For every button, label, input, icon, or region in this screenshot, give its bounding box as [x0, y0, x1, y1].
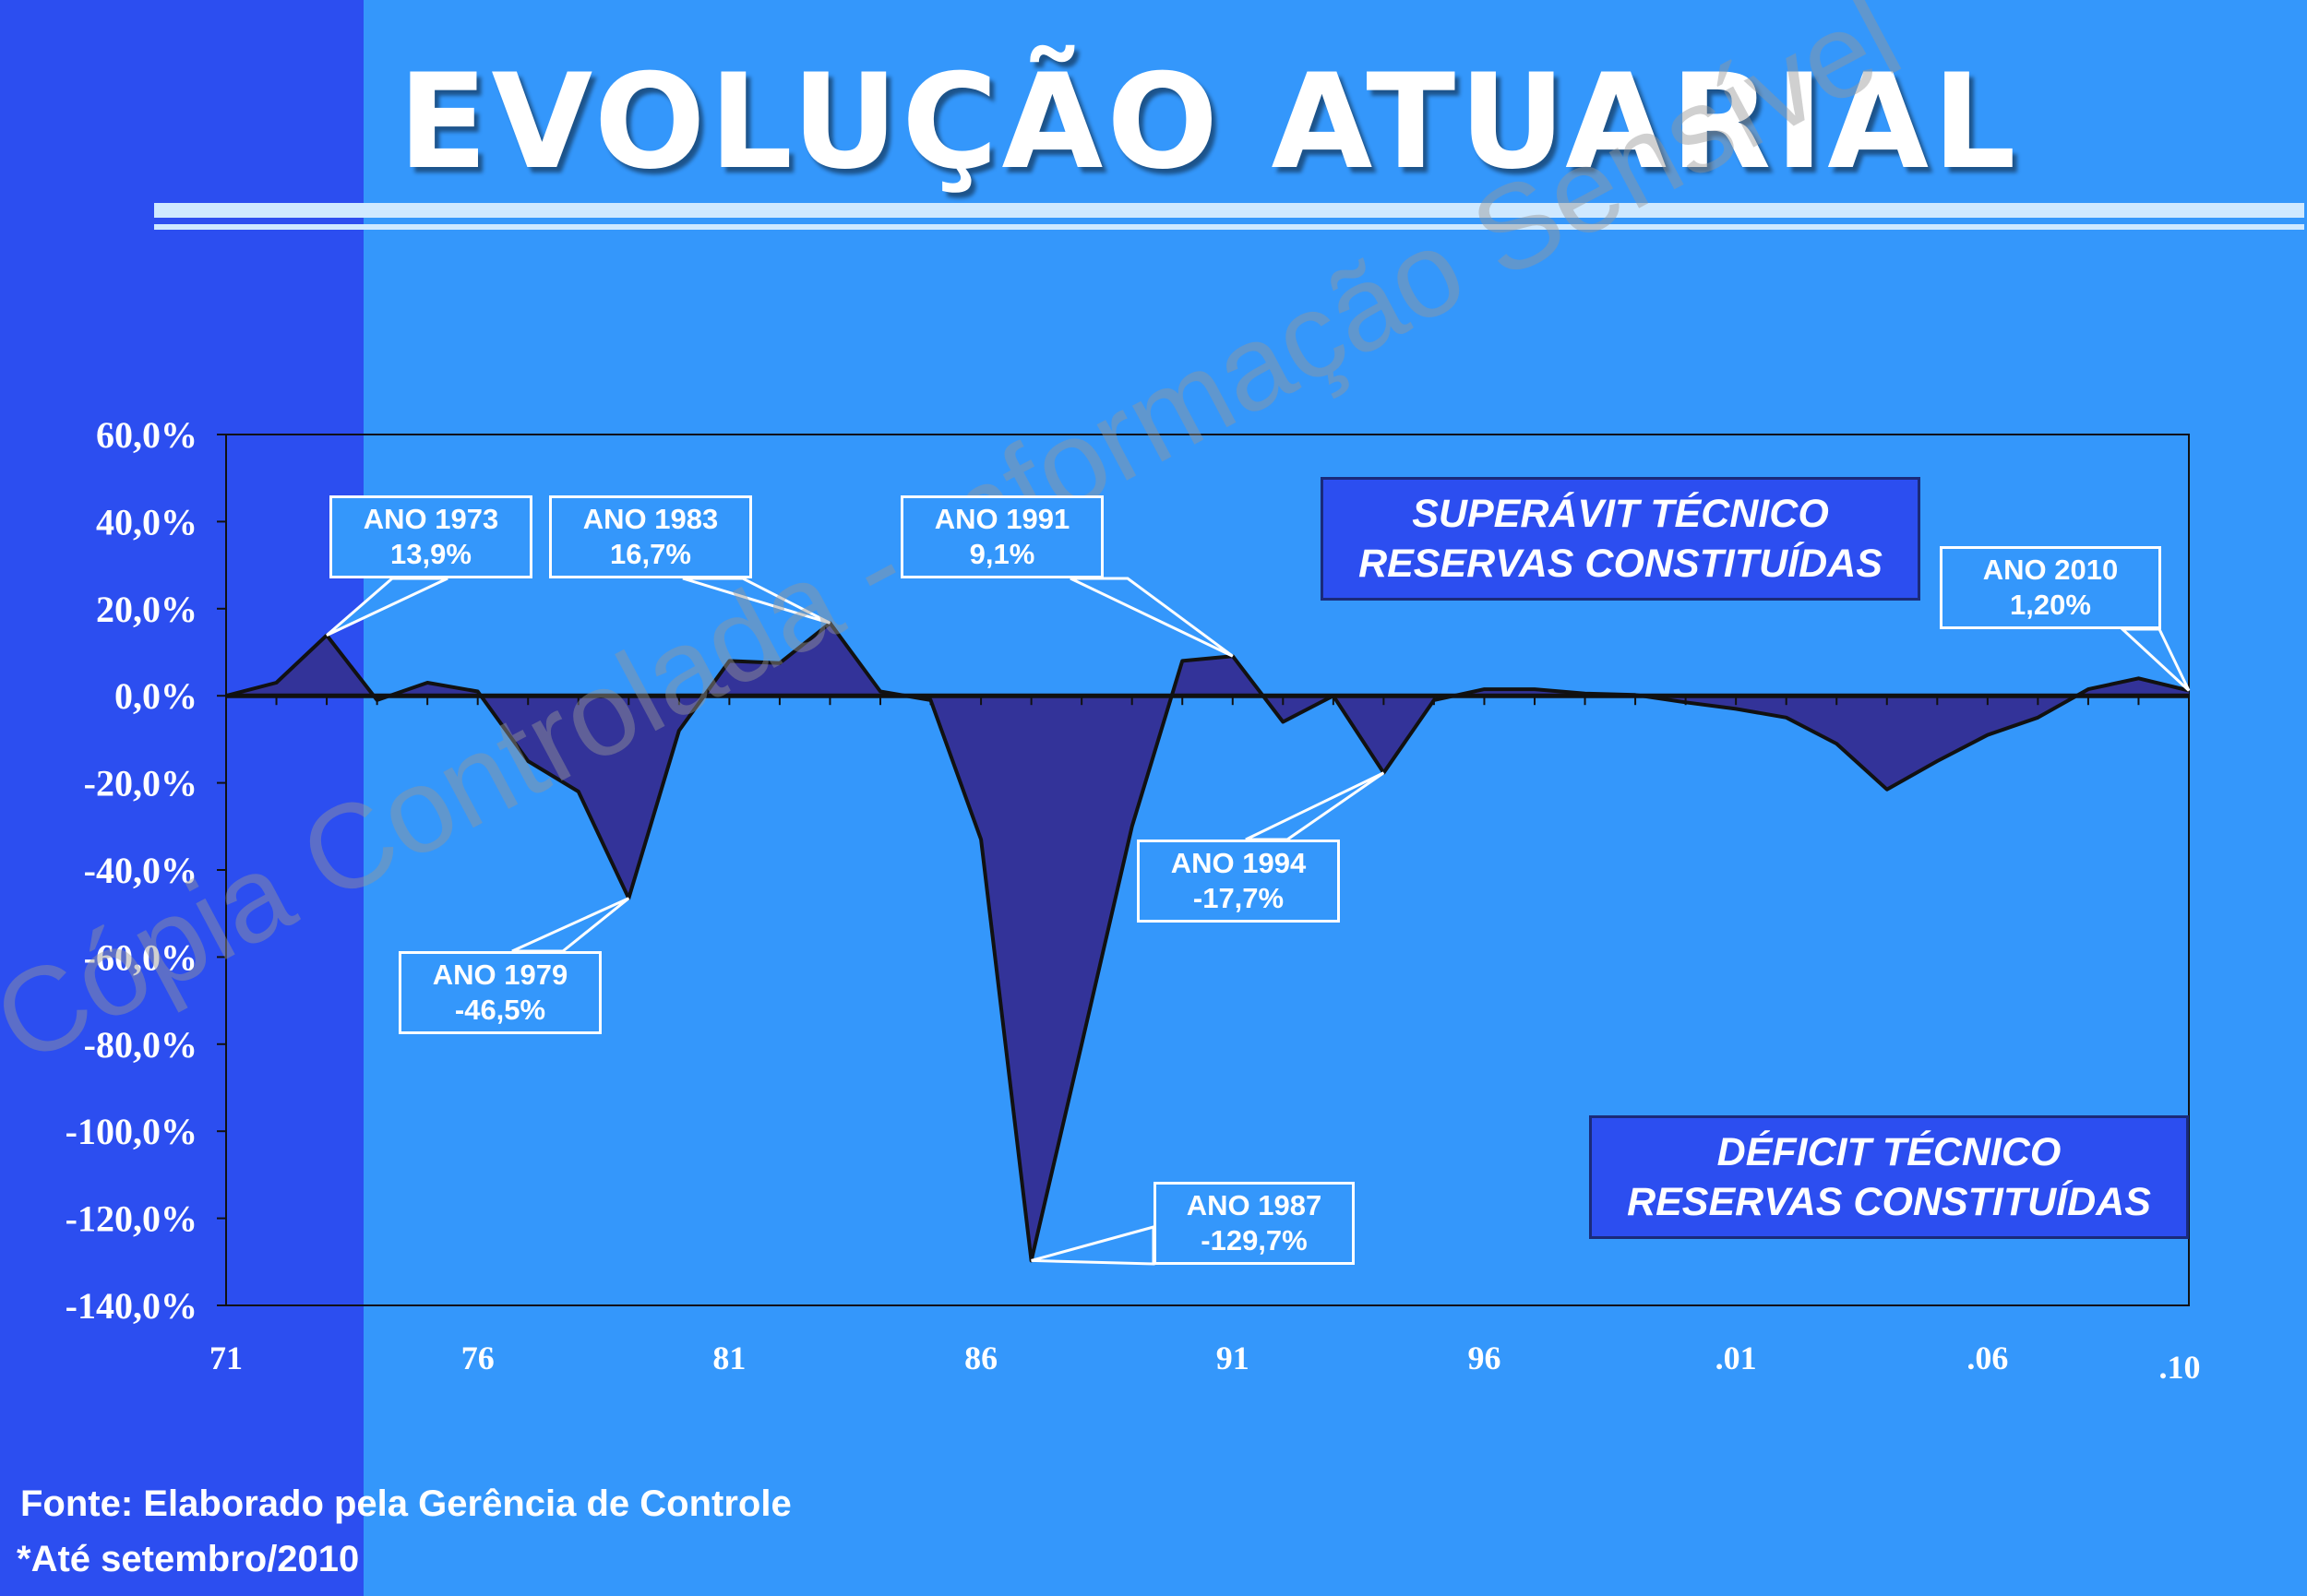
callout-pointer [682, 577, 831, 625]
y-tick-label: 40,0% [96, 501, 197, 542]
page-title: EVOLUÇÃO ATUARIAL [398, 46, 2020, 198]
x-tick-label: 76 [461, 1340, 495, 1376]
callout-year: ANO 1987 [1186, 1189, 1322, 1221]
callout-ano-1991: ANO 1991 9,1% [901, 495, 1104, 578]
legend-deficit: DÉFICIT TÉCNICO RESERVAS CONSTITUÍDAS [1589, 1115, 2189, 1239]
callout-pointer [1070, 577, 1234, 658]
x-tick-label: 91 [1216, 1340, 1249, 1376]
x-tick-label: .06 [1966, 1340, 2008, 1376]
callout-value: -129,7% [1201, 1224, 1308, 1257]
y-tick-label: 0,0% [114, 675, 197, 717]
callout-value: 13,9% [390, 538, 472, 570]
callout-value: 1,20% [2010, 589, 2091, 621]
legend-superavit-line1: SUPERÁVIT TÉCNICO [1412, 492, 1829, 536]
callout-value: -46,5% [454, 994, 546, 1026]
callout-year: ANO 1983 [582, 503, 719, 535]
callout-year: ANO 1973 [363, 503, 499, 535]
left-color-band [0, 0, 364, 1596]
title-divider-thin [154, 224, 2304, 230]
y-tick-label: 20,0% [96, 589, 197, 630]
legend-superavit: SUPERÁVIT TÉCNICO RESERVAS CONSTITUÍDAS [1321, 477, 1920, 601]
callout-value: -17,7% [1192, 882, 1285, 914]
y-tick-label: -140,0% [66, 1285, 197, 1327]
series-line [225, 621, 2190, 1263]
callout-year: ANO 1979 [432, 959, 568, 991]
y-tick-label: -100,0% [66, 1111, 197, 1152]
callout-pointer [326, 577, 448, 637]
y-tick-label: -40,0% [84, 850, 197, 891]
y-tick-label: -80,0% [84, 1024, 197, 1066]
legend-deficit-line2: RESERVAS CONSTITUÍDAS [1627, 1180, 2151, 1224]
date-note: *Até setembro/2010 [17, 1539, 360, 1579]
y-tick-label: -20,0% [84, 763, 197, 804]
x-tick-label: 81 [712, 1340, 746, 1376]
deficit-surplus-area [226, 623, 2189, 1261]
callout-ano-1973: ANO 1973 13,9% [329, 495, 532, 578]
y-tick-label: 60,0% [96, 414, 197, 456]
x-tick-label: 96 [1467, 1340, 1500, 1376]
title-divider [154, 203, 2304, 218]
callout-ano-2010: ANO 2010 1,20% [1940, 546, 2161, 629]
callout-year: ANO 1991 [934, 503, 1070, 535]
callout-value: 9,1% [969, 538, 1035, 570]
x-tick-label: .10 [2159, 1349, 2201, 1386]
y-tick-label: -120,0% [66, 1198, 197, 1240]
y-tick-label: -60,0% [84, 936, 197, 978]
callout-year: ANO 2010 [1982, 554, 2119, 586]
callout-value: 16,7% [610, 538, 691, 570]
callout-ano-1994: ANO 1994 -17,7% [1137, 840, 1340, 923]
legend-deficit-line1: DÉFICIT TÉCNICO [1716, 1130, 2062, 1174]
x-tick-label: 86 [964, 1340, 998, 1376]
x-tick-label: 71 [209, 1340, 243, 1376]
callout-ano-1983: ANO 1983 16,7% [549, 495, 752, 578]
callout-pointer [2119, 627, 2191, 692]
callout-pointer [1031, 1225, 1155, 1266]
source-note: Fonte: Elaborado pela Gerência de Contro… [20, 1483, 792, 1524]
callout-ano-1979: ANO 1979 -46,5% [399, 951, 602, 1034]
x-tick-label: .01 [1715, 1340, 1757, 1376]
callout-pointer [1245, 771, 1385, 841]
callout-pointer [511, 897, 630, 953]
callout-ano-1987: ANO 1987 -129,7% [1154, 1182, 1355, 1265]
callout-year: ANO 1994 [1170, 847, 1307, 879]
axis-ticks: 60,0% 40,0% 20,0% 0,0% -20,0% -40,0% -60,0% -80… [66, 414, 2201, 1386]
legend-superavit-line2: RESERVAS CONSTITUÍDAS [1358, 542, 1883, 586]
